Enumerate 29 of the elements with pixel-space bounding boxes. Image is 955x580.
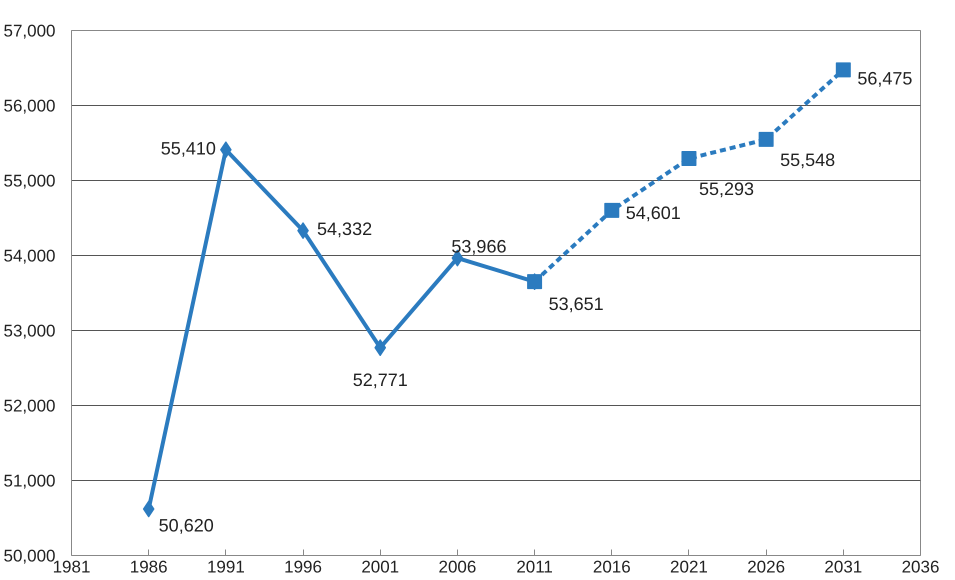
y-tick-label: 52,000	[4, 396, 56, 416]
x-tick-label: 2026	[747, 558, 786, 576]
x-tick-label: 2001	[361, 558, 400, 576]
x-tick-label: 2021	[670, 558, 708, 576]
x-tick-label: 1996	[284, 558, 322, 576]
x-tick-label: 2006	[438, 558, 476, 576]
x-tick-label: 2016	[592, 558, 631, 576]
x-tick-label: 1986	[130, 558, 168, 576]
data-label: 54,332	[317, 219, 372, 240]
y-tick-label: 54,000	[4, 246, 56, 266]
data-label: 55,410	[160, 138, 216, 158]
data-label: 50,620	[158, 516, 214, 536]
y-tick-label: 56,000	[4, 96, 56, 116]
x-tick-label: 1991	[206, 558, 245, 576]
data-label: 53,651	[548, 294, 604, 314]
data-label: 52,771	[352, 370, 408, 390]
y-tick-label: 57,000	[4, 22, 56, 40]
x-tick-label: 2036	[902, 558, 940, 576]
x-tick-label: 2011	[516, 558, 553, 576]
y-tick-label: 53,000	[4, 322, 56, 340]
data-label: 53,966	[451, 236, 506, 257]
y-tick-label: 55,000	[4, 172, 56, 190]
y-tick-label: 51,000	[4, 472, 56, 490]
data-label: 56,475	[857, 68, 912, 88]
x-tick-label: 2031	[824, 558, 862, 576]
data-label: 54,601	[626, 202, 681, 223]
data-label: 55,548	[780, 150, 836, 170]
y-tick-label: 50,000	[4, 546, 56, 566]
data-label: 55,293	[698, 179, 754, 200]
